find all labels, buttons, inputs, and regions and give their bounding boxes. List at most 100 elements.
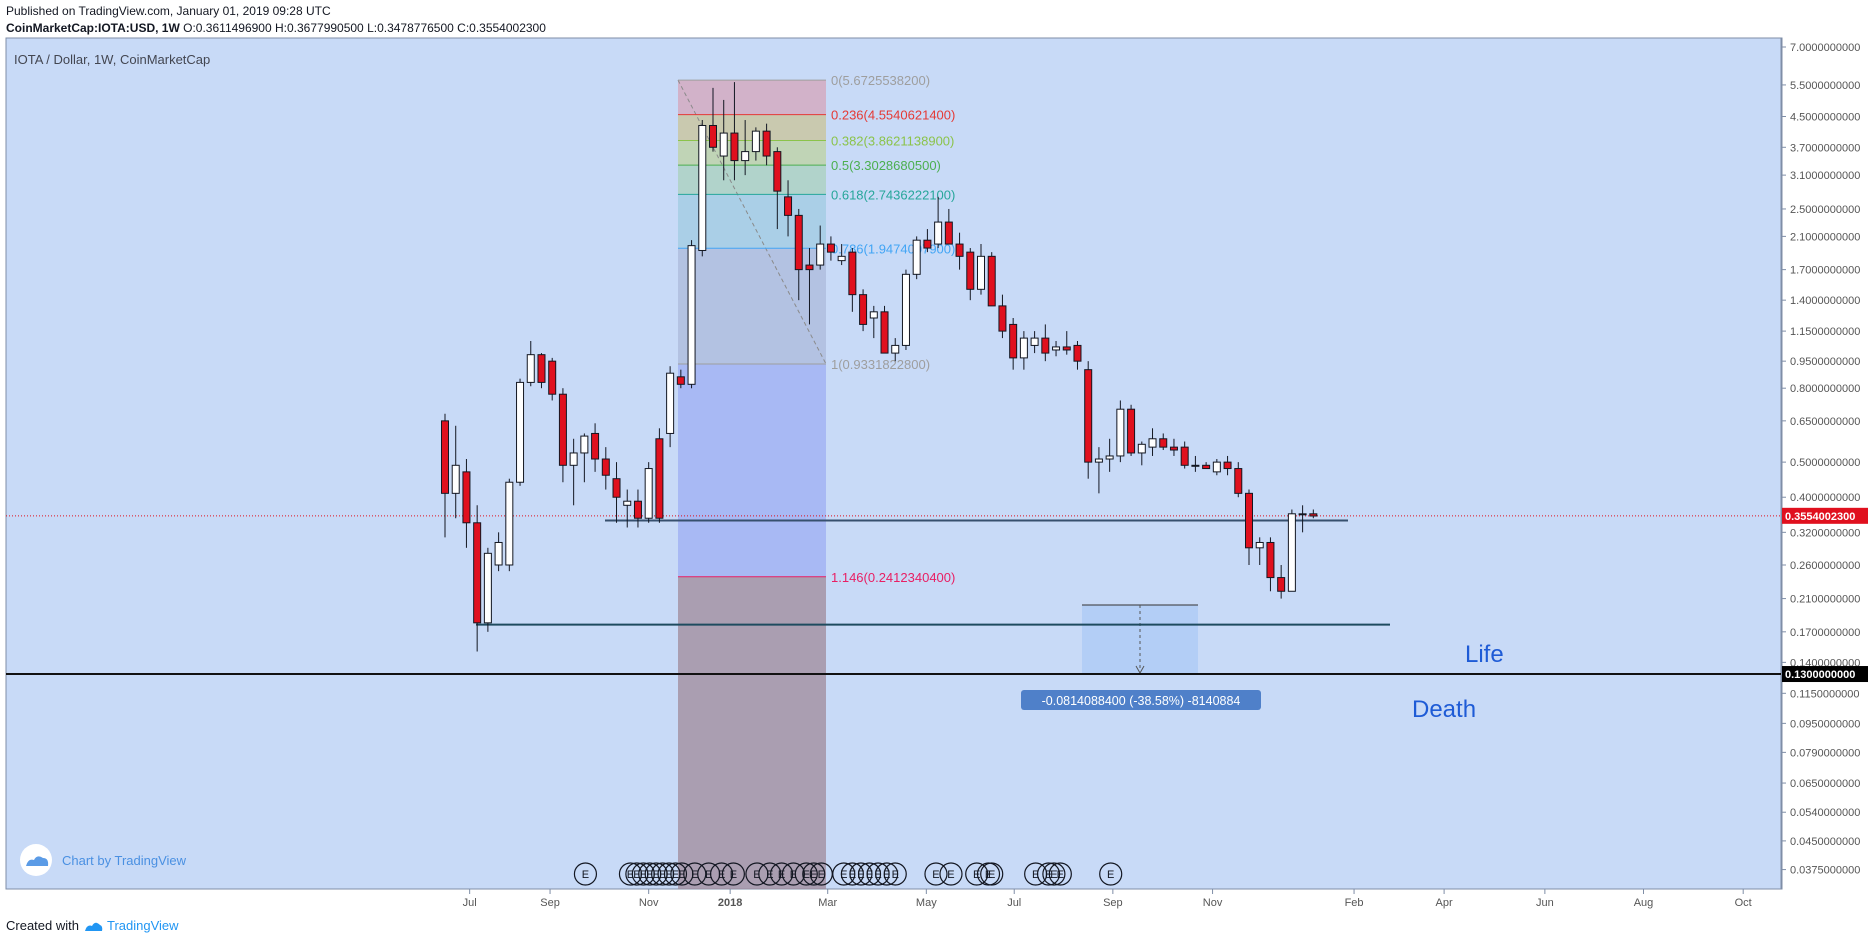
time-axis[interactable]: Jul Sep Nov 2018 Mar May Jul Sep Nov Feb Apr Jun Aug… <box>463 889 1752 909</box>
candle[interactable] <box>1180 441 1189 469</box>
earnings-marker-icon[interactable]: E <box>638 862 662 886</box>
tradingview-link[interactable]: TradingView <box>106 918 179 933</box>
fibonacci-retracement[interactable]: 0(5.6725538200) 0.236(4.5540621400) 0.382(… <box>677 73 955 889</box>
candle[interactable] <box>784 180 793 237</box>
candle[interactable] <box>1062 331 1071 355</box>
horizontal-lines[interactable] <box>6 515 1781 676</box>
candle[interactable] <box>730 82 739 181</box>
candle[interactable] <box>826 236 835 261</box>
earnings-marker-icon[interactable]: E <box>657 862 681 886</box>
candle[interactable] <box>1245 489 1253 565</box>
earnings-marker-icon[interactable]: E <box>866 862 890 886</box>
earnings-marker-icon[interactable]: E <box>721 862 745 886</box>
earnings-marker-icon[interactable]: E <box>794 862 818 886</box>
earnings-marker-icon[interactable]: E <box>802 862 826 886</box>
candle[interactable] <box>901 269 910 350</box>
earnings-marker-icon[interactable]: E <box>857 862 882 886</box>
earnings-marker-icon[interactable]: E <box>840 862 864 886</box>
life-annotation[interactable]: Life <box>1465 641 1504 668</box>
candle[interactable] <box>441 413 449 538</box>
earnings-marker-icon[interactable]: E <box>573 862 598 886</box>
candle[interactable] <box>719 99 728 181</box>
earnings-marker-icon[interactable]: E <box>1024 862 1048 886</box>
candle[interactable] <box>516 378 525 486</box>
price-axis[interactable]: 7.0000000000 5.5000000000 4.5000000000 3.70… <box>1781 42 1868 877</box>
candle[interactable] <box>676 369 685 389</box>
candle[interactable] <box>1084 361 1093 479</box>
earnings-marker-icon[interactable]: E <box>832 862 856 886</box>
earnings-marker-icon[interactable]: E <box>1042 862 1066 886</box>
candle[interactable] <box>1073 340 1082 370</box>
earnings-marker-icon[interactable]: E <box>644 862 668 886</box>
candle[interactable] <box>1191 455 1200 472</box>
earnings-marker-icon[interactable]: E <box>849 862 873 886</box>
candle[interactable] <box>955 232 964 270</box>
candle[interactable] <box>709 87 717 152</box>
candle[interactable] <box>1212 459 1221 476</box>
candle[interactable] <box>966 248 975 301</box>
candle[interactable] <box>1148 428 1157 456</box>
candle[interactable] <box>944 208 953 245</box>
earnings-marker-icon[interactable]: E <box>683 862 707 886</box>
earnings-marker-icon[interactable]: E <box>631 862 655 886</box>
candle[interactable] <box>655 428 664 523</box>
candle[interactable] <box>1169 438 1178 456</box>
earnings-marker-icon[interactable]: E <box>663 862 688 886</box>
candle[interactable] <box>816 225 825 270</box>
candle[interactable] <box>1309 509 1318 519</box>
candle[interactable] <box>848 248 857 312</box>
candle[interactable] <box>1234 462 1243 498</box>
candle[interactable] <box>1041 324 1050 362</box>
candle[interactable] <box>934 196 943 249</box>
candle[interactable] <box>1159 433 1168 451</box>
candle[interactable] <box>741 120 750 176</box>
candle[interactable] <box>580 433 589 483</box>
candle[interactable] <box>1094 447 1103 494</box>
candle[interactable] <box>1223 455 1232 476</box>
candle[interactable] <box>526 340 535 387</box>
candle[interactable] <box>977 244 985 295</box>
earnings-markers[interactable]: E E E E E E E E E E E E E E E E E E E E E E E E E E E E E E E EE E EE E E <box>573 862 1123 886</box>
candle[interactable] <box>869 305 878 339</box>
candle[interactable] <box>1287 509 1296 592</box>
candle[interactable] <box>644 462 653 523</box>
candle[interactable] <box>483 547 492 632</box>
candle[interactable] <box>1030 331 1039 354</box>
candle[interactable] <box>837 244 846 266</box>
candle[interactable] <box>537 353 546 389</box>
earnings-marker-icon[interactable]: E <box>770 862 794 886</box>
watermark[interactable]: Chart by TradingView <box>20 844 187 876</box>
death-annotation[interactable]: Death <box>1412 696 1476 723</box>
earnings-marker-icon[interactable]: E <box>697 862 721 886</box>
candle[interactable] <box>1266 537 1275 592</box>
candle[interactable] <box>1202 462 1211 470</box>
earnings-marker-icon[interactable]: E <box>745 862 769 886</box>
earnings-marker-icon[interactable]: E <box>924 862 948 886</box>
candle[interactable] <box>1105 438 1114 472</box>
candle[interactable] <box>773 147 782 230</box>
candle[interactable] <box>987 252 996 307</box>
earnings-marker-icon[interactable]: E <box>670 862 694 886</box>
candle[interactable] <box>912 236 921 280</box>
candle[interactable] <box>451 425 460 519</box>
candle[interactable] <box>505 478 514 572</box>
candlestick-series[interactable] <box>441 82 1318 652</box>
candle[interactable] <box>923 229 932 253</box>
candle[interactable] <box>601 447 610 490</box>
candle[interactable] <box>998 294 1007 339</box>
candle[interactable] <box>698 120 707 257</box>
candle[interactable] <box>859 289 868 332</box>
candle[interactable] <box>633 489 642 528</box>
candle[interactable] <box>569 438 578 506</box>
earnings-marker-icon[interactable]: E <box>651 862 675 886</box>
candle[interactable] <box>1277 564 1286 599</box>
candle[interactable] <box>805 248 814 325</box>
candle[interactable] <box>1137 441 1146 466</box>
candle[interactable] <box>612 462 621 523</box>
earnings-marker-icon[interactable]: E <box>965 862 989 886</box>
candle[interactable] <box>494 532 503 572</box>
candle[interactable] <box>462 459 471 548</box>
candle[interactable] <box>762 123 771 166</box>
earnings-marker-icon[interactable]: E <box>875 862 899 886</box>
candle[interactable] <box>751 127 760 161</box>
